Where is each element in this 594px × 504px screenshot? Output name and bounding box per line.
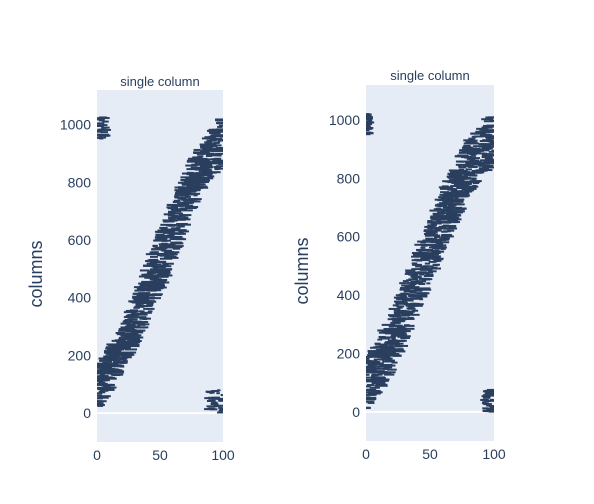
x-tick-label: 0 bbox=[362, 446, 370, 462]
y-tick-label: 800 bbox=[337, 170, 361, 186]
y-axis-title: columns bbox=[26, 240, 46, 307]
y-axis-title: columns bbox=[292, 237, 312, 304]
y-tick-label: 1000 bbox=[60, 117, 91, 133]
x-tick-label: 50 bbox=[152, 447, 168, 463]
subplot-2: single column columns 0 200 400 600 800 1000 0 50… bbox=[292, 68, 506, 462]
x-tick-label: 50 bbox=[422, 446, 438, 462]
y-tick-label: 400 bbox=[337, 287, 361, 303]
x-tick-label: 100 bbox=[211, 447, 235, 463]
subplot-title: single column bbox=[390, 68, 470, 83]
x-tick-label: 0 bbox=[93, 447, 101, 463]
y-tick-label: 400 bbox=[68, 290, 92, 306]
y-tick-label: 1000 bbox=[329, 112, 360, 128]
y-tick-label: 600 bbox=[337, 229, 361, 245]
y-tick-label: 0 bbox=[352, 404, 360, 420]
subplot-title: single column bbox=[120, 74, 200, 89]
marker-layer bbox=[97, 116, 223, 414]
y-tick-label: 0 bbox=[83, 405, 91, 421]
y-tick-label: 200 bbox=[337, 345, 361, 361]
subplot-1: single column columns 0 200 400 600 800 1000 0 50… bbox=[26, 74, 235, 463]
x-tick-label: 100 bbox=[482, 446, 506, 462]
y-tick-label: 600 bbox=[68, 232, 92, 248]
y-tick-label: 800 bbox=[68, 174, 92, 190]
y-tick-label: 200 bbox=[68, 347, 92, 363]
marker-layer bbox=[366, 113, 494, 413]
